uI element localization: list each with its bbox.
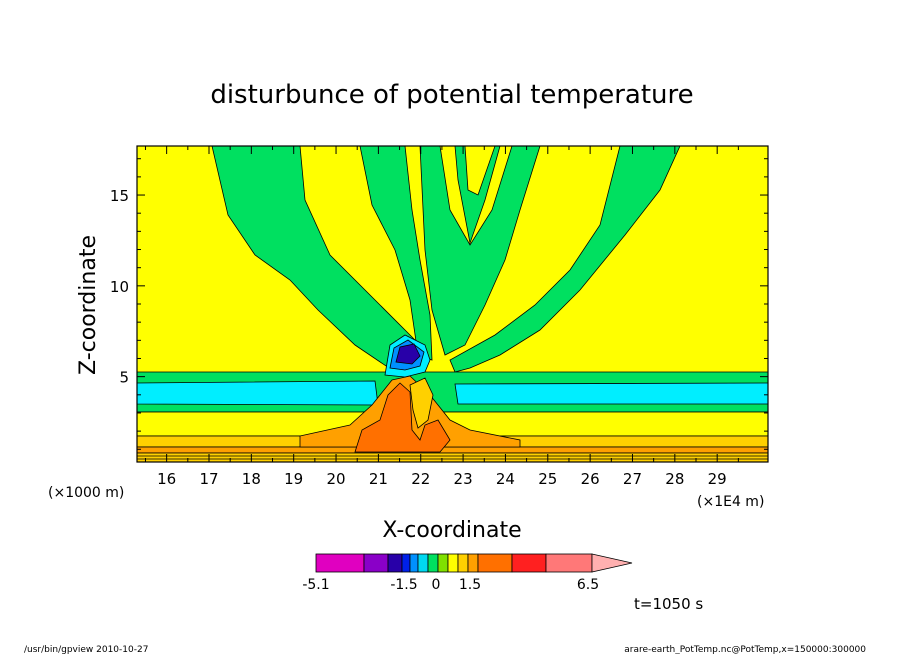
x-tick-label-10: 26 <box>581 470 600 488</box>
y-tick-label-1: 10 <box>110 278 129 296</box>
time-label: t=1050 s <box>634 595 703 613</box>
colorbar-swatch-3 <box>401 553 411 573</box>
band-yellow-core-stripe <box>409 377 434 429</box>
colorbar-swatch-7 <box>437 553 449 573</box>
colorbar-swatch-13 <box>545 553 593 573</box>
colorbar-swatch-0 <box>315 553 365 573</box>
band-green-center-left <box>359 146 433 361</box>
colorbar-swatch-6 <box>427 553 439 573</box>
x-tick-label-1: 17 <box>199 470 218 488</box>
band-gold-3 <box>137 452 768 462</box>
x-unit-right: (×1E4 m) <box>697 494 764 510</box>
footer-left: /usr/bin/gpview 2010-10-27 <box>24 645 148 654</box>
y-tick-label-0: 5 <box>119 369 129 387</box>
x-axis-title: X-coordinate <box>382 518 521 543</box>
x-tick-label-6: 22 <box>411 470 430 488</box>
colorbar: -5.1 -1.5 0 1.5 6.5 <box>302 553 633 593</box>
colorbar-swatch-12 <box>511 553 547 573</box>
colorbar-arrow <box>591 553 633 573</box>
colorbar-swatch-10 <box>467 553 479 573</box>
colorbar-swatch-11 <box>477 553 513 573</box>
y-axis-title: Z-coordinate <box>76 235 101 375</box>
x-tick-label-0: 16 <box>157 470 176 488</box>
footer-right: arare-earth_PotTemp.nc@PotTemp,x=150000:… <box>624 645 866 654</box>
x-tick-label-8: 24 <box>496 470 515 488</box>
x-tick-label-7: 23 <box>454 470 473 488</box>
colorbar-swatch-1 <box>363 553 389 573</box>
x-tick-label-2: 18 <box>242 470 261 488</box>
colorbar-label-3: 1.5 <box>459 577 481 593</box>
colorbar-label-1: -1.5 <box>390 577 417 593</box>
colorbar-label-2: 0 <box>432 577 441 593</box>
colorbar-label-4: 6.5 <box>577 577 599 593</box>
x-tick-label-11: 27 <box>623 470 642 488</box>
colorbar-swatch-2 <box>387 553 403 573</box>
x-tick-label-3: 19 <box>284 470 303 488</box>
colorbar-swatch-5 <box>417 553 429 573</box>
x-tick-label-4: 20 <box>326 470 345 488</box>
x-unit-left: (×1000 m) <box>48 485 124 501</box>
band-cyan-layer-right <box>454 382 768 405</box>
band-darkblue-core <box>395 343 421 365</box>
band-orange-core <box>354 382 451 453</box>
colorbar-swatch-9 <box>457 553 469 573</box>
band-cyan-layer <box>137 380 379 406</box>
band-green-right-plume <box>449 146 681 373</box>
x-tick-label-5: 21 <box>369 470 388 488</box>
x-tick-label-12: 28 <box>665 470 684 488</box>
band-yellow-u-gap <box>439 146 513 246</box>
plot-area <box>137 146 768 462</box>
chart-title: disturbunce of potential temperature <box>210 80 693 110</box>
band-gold-2 <box>137 446 768 454</box>
y-tick-label-2: 15 <box>110 187 129 205</box>
colorbar-swatch-4 <box>409 553 419 573</box>
x-tick-label-9: 25 <box>538 470 557 488</box>
x-tick-label-13: 29 <box>708 470 727 488</box>
colorbar-swatch-8 <box>447 553 459 573</box>
axis-ticks: 16 17 18 19 20 21 22 23 24 25 26 27 28 29 5 10 15 <box>110 146 768 488</box>
colorbar-label-0: -5.1 <box>302 577 329 593</box>
